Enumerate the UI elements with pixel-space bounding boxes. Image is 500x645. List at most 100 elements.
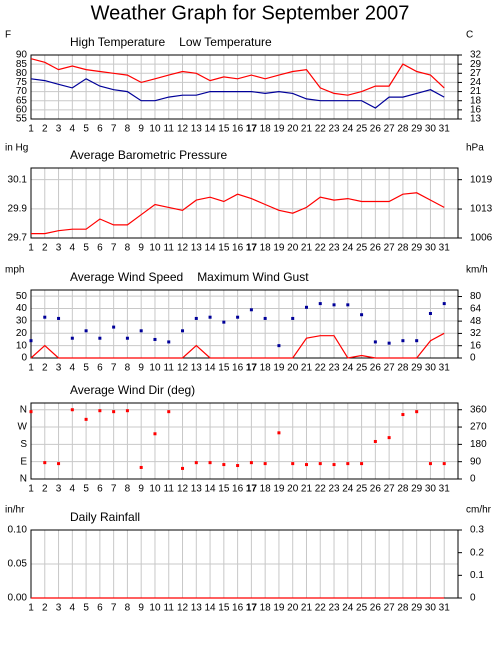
x-tick-label: 15: [218, 124, 230, 135]
y-tick-label: 90: [16, 50, 28, 61]
y2-tick-label: 21: [470, 86, 482, 97]
data-point: [360, 462, 364, 466]
data-point: [70, 336, 74, 340]
x-tick-label: 31: [439, 243, 451, 254]
data-point: [401, 413, 405, 417]
x-tick-label: 2: [42, 243, 48, 254]
data-point: [43, 315, 47, 319]
x-tick-label: 16: [232, 243, 244, 254]
x-tick-label: 2: [42, 124, 48, 135]
x-tick-label: 23: [328, 124, 340, 135]
data-point: [167, 340, 171, 344]
y-tick-label: 20: [16, 328, 28, 339]
y2-tick-label: 0: [470, 353, 476, 364]
x-tick-label: 26: [370, 363, 382, 374]
y2-axis-label: km/h: [466, 265, 488, 276]
x-tick-label: 10: [149, 124, 161, 135]
legend-entry: Average Wind Speed: [70, 270, 183, 284]
x-tick-label: 21: [301, 484, 313, 495]
y2-tick-label: 18: [470, 95, 482, 106]
plot-border: [30, 402, 459, 480]
y-tick-label: 70: [16, 86, 28, 97]
x-tick-label: 9: [138, 363, 144, 374]
data-point: [277, 344, 281, 348]
x-tick-label: 2: [42, 603, 48, 614]
data-point: [208, 315, 212, 319]
x-tick-label: 27: [384, 603, 396, 614]
data-point: [249, 308, 253, 312]
data-point: [153, 432, 157, 436]
x-tick-label: 20: [287, 484, 299, 495]
data-point: [277, 431, 281, 435]
x-tick-label: 6: [97, 243, 103, 254]
x-tick-label: 11: [164, 363, 175, 374]
x-tick-label: 1: [28, 124, 34, 135]
data-point: [29, 410, 33, 414]
x-tick-label: 5: [83, 243, 89, 254]
y2-axis-label: hPa: [466, 143, 484, 154]
data-point: [236, 315, 240, 319]
y-axis-label: F: [5, 30, 11, 41]
x-tick-label: 7: [111, 603, 117, 614]
x-tick-label: 4: [70, 603, 76, 614]
data-point: [57, 462, 61, 466]
x-tick-label: 29: [411, 124, 423, 135]
legend-entry: High Temperature: [70, 35, 165, 49]
x-tick-label: 2: [42, 484, 48, 495]
x-tick-label: 13: [191, 243, 203, 254]
y2-tick-label: 80: [470, 291, 482, 302]
x-tick-label: 31: [439, 124, 451, 135]
y2-tick-label: 32: [470, 328, 482, 339]
data-point: [415, 410, 419, 414]
x-tick-label: 4: [70, 363, 76, 374]
data-point: [181, 466, 185, 470]
data-point: [428, 462, 432, 466]
data-point: [194, 461, 198, 465]
x-tick-label: 27: [384, 484, 396, 495]
x-tick-label: 8: [125, 484, 131, 495]
y2-tick-label: 24: [470, 77, 482, 88]
data-point: [29, 339, 33, 343]
series-line: [30, 78, 445, 109]
y-tick-label: 75: [16, 77, 28, 88]
data-point: [263, 462, 267, 466]
x-tick-label: 10: [149, 484, 161, 495]
data-point: [442, 302, 446, 306]
x-tick-label: 19: [273, 603, 285, 614]
x-tick-label: 26: [370, 603, 382, 614]
data-point: [249, 461, 253, 465]
x-tick-label: 20: [287, 363, 299, 374]
y-tick-label: 65: [16, 95, 28, 106]
data-point: [291, 316, 295, 320]
x-tick-label: 5: [83, 603, 89, 614]
y-tick-label: W: [18, 422, 28, 433]
x-tick-label: 22: [315, 603, 327, 614]
y-tick-label: E: [20, 456, 27, 467]
x-tick-label: 20: [287, 243, 299, 254]
x-tick-label: 5: [83, 363, 89, 374]
x-tick-label: 13: [191, 603, 203, 614]
x-tick-label: 1: [28, 243, 34, 254]
y-tick-label: S: [20, 439, 27, 450]
x-tick-label: 24: [342, 124, 354, 135]
y-axis-label: in/hr: [5, 505, 25, 516]
x-tick-label: 9: [138, 243, 144, 254]
x-tick-label: 13: [191, 124, 203, 135]
x-tick-label: 11: [164, 124, 175, 135]
series-line: [30, 58, 445, 96]
x-tick-label: 17: [246, 363, 258, 374]
x-tick-label: 10: [149, 363, 161, 374]
y-tick-label: 0.10: [8, 525, 28, 536]
data-point: [387, 436, 391, 440]
y-tick-label: 55: [16, 114, 28, 125]
x-tick-label: 14: [205, 243, 217, 254]
x-tick-label: 19: [273, 243, 285, 254]
x-tick-label: 29: [411, 603, 423, 614]
x-tick-label: 1: [28, 603, 34, 614]
y-tick-label: 30: [16, 316, 28, 327]
x-tick-label: 29: [411, 363, 423, 374]
legend-entry: Average Barometric Pressure: [70, 148, 228, 162]
y2-tick-label: 270: [470, 422, 487, 433]
x-tick-label: 30: [425, 484, 437, 495]
y2-tick-label: 90: [470, 456, 482, 467]
